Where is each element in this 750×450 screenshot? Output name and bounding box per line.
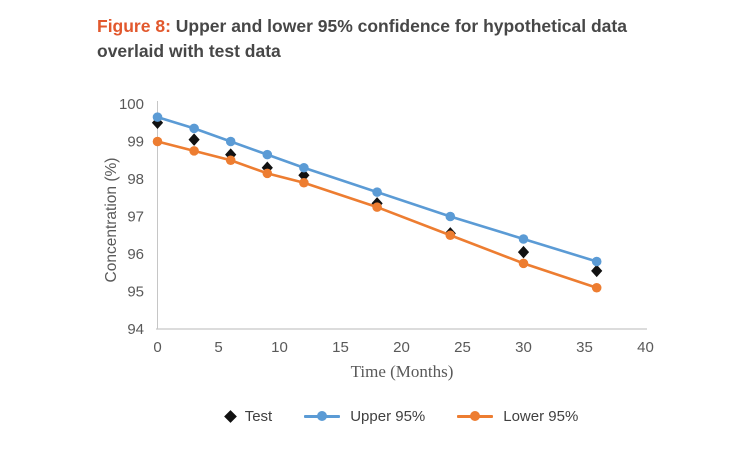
series-upper-marker <box>189 123 199 134</box>
series-test-marker <box>261 161 273 174</box>
x-tick-label: 0 <box>153 339 161 356</box>
series-upper-marker <box>445 211 456 222</box>
x-tick-label: 15 <box>332 339 349 356</box>
figure-title-text-line1: Upper and lower 95% confidence for hypot… <box>175 16 627 36</box>
y-tick-label: 95 <box>127 284 144 301</box>
x-tick-label: 40 <box>637 339 654 356</box>
y-tick-label: 96 <box>127 246 144 263</box>
legend-item-upper: Upper 95% <box>304 408 425 425</box>
x-tick-label: 30 <box>515 339 532 356</box>
legend-item-lower: Lower 95% <box>457 408 578 425</box>
circle-marker-icon-upper <box>317 411 328 421</box>
y-tick-label: 97 <box>127 209 144 226</box>
figure-caption-line2: overlaid with test data <box>97 41 281 61</box>
x-tick-label: 5 <box>214 339 222 356</box>
series-upper-marker <box>591 256 602 267</box>
series-lower-marker <box>189 146 199 156</box>
diamond-marker-icon <box>223 409 237 423</box>
series-upper-marker <box>518 234 529 244</box>
series-lower-marker <box>152 136 163 147</box>
y-axis-title: Concentration (%) <box>103 157 120 283</box>
y-tick-label: 98 <box>127 171 144 188</box>
x-tick-label: 25 <box>454 339 471 356</box>
series-upper-marker <box>262 149 273 160</box>
figure-caption: Figure 8: Upper and lower 95% confidence… <box>97 14 697 64</box>
series-upper-marker <box>225 136 236 147</box>
series-test-marker <box>298 169 310 182</box>
legend: Test Upper 95% Lower 95% <box>158 404 646 428</box>
line-marker-icon-lower <box>457 411 494 421</box>
x-tick-label: 20 <box>393 339 410 356</box>
legend-item-test: Test <box>223 407 273 425</box>
series-test-marker <box>517 245 530 259</box>
series-lower-marker <box>518 258 529 269</box>
series-lower-marker <box>299 177 309 188</box>
circle-marker-icon-lower <box>470 411 481 421</box>
legend-label-test: Test <box>244 407 273 425</box>
y-tick-label: 100 <box>119 96 144 113</box>
series-lower-marker <box>262 168 273 179</box>
legend-label-upper: Upper 95% <box>350 407 426 425</box>
x-tick-label: 35 <box>576 339 593 356</box>
series-lower-marker <box>225 155 236 166</box>
series-upper-marker <box>152 112 163 122</box>
y-tick-label: 94 <box>127 321 144 338</box>
series-upper-marker <box>372 187 382 197</box>
series-test-marker <box>591 264 603 278</box>
series-lower-marker <box>372 202 382 212</box>
series-lower-marker <box>591 282 602 293</box>
line-marker-icon-upper <box>304 411 341 421</box>
series-upper-marker <box>299 162 309 173</box>
series-lower-line <box>157 140 598 289</box>
figure-label: Figure 8: <box>97 16 171 36</box>
series-lower-marker <box>445 230 456 241</box>
series-test-marker <box>188 133 200 146</box>
figure-caption-line1: Figure 8: Upper and lower 95% confidence… <box>97 14 697 39</box>
y-tick-label: 99 <box>127 134 144 151</box>
legend-label-lower: Lower 95% <box>503 407 579 425</box>
x-tick-label: 10 <box>271 339 288 356</box>
x-axis-title: Time (Months) <box>350 362 454 381</box>
